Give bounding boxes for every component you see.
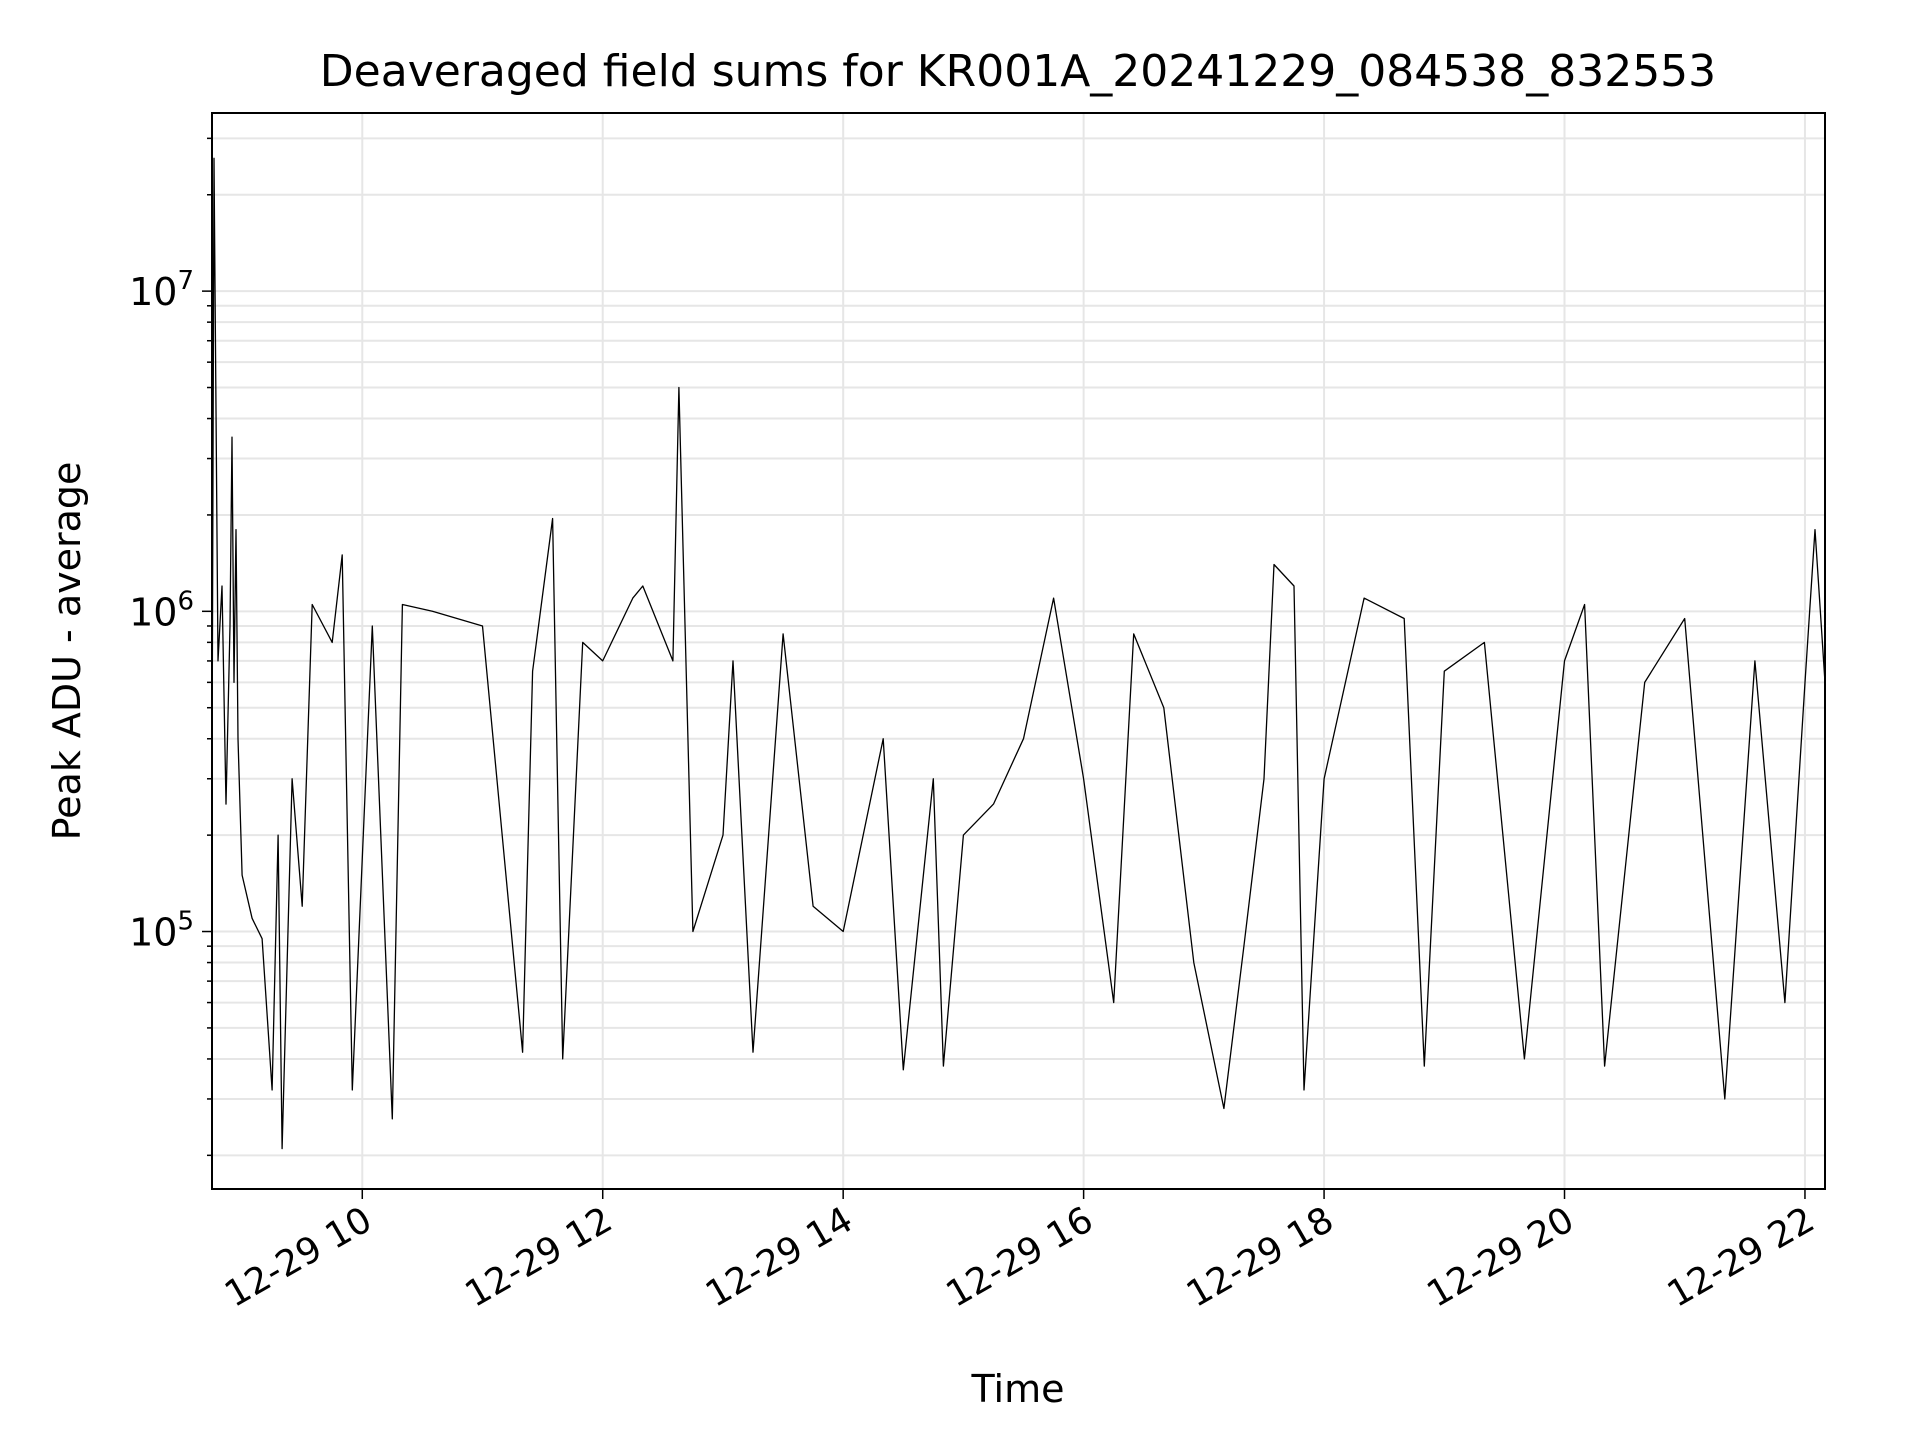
y-tick-label: 107 <box>129 266 194 314</box>
grid-lines <box>212 113 1825 1189</box>
chart-title: Deaveraged field sums for KR001A_2024122… <box>320 46 1716 97</box>
data-line <box>211 157 1826 1150</box>
y-axis-label: Peak ADU - average <box>45 462 89 841</box>
x-axis-label: Time <box>971 1367 1065 1411</box>
plot-area-frame <box>211 112 1826 1190</box>
y-axis-ticks: 105 106 107 <box>129 137 212 1157</box>
data-line-group <box>211 157 1826 1150</box>
y-tick-label: 105 <box>129 907 194 955</box>
y-tick-label: 106 <box>129 586 194 634</box>
